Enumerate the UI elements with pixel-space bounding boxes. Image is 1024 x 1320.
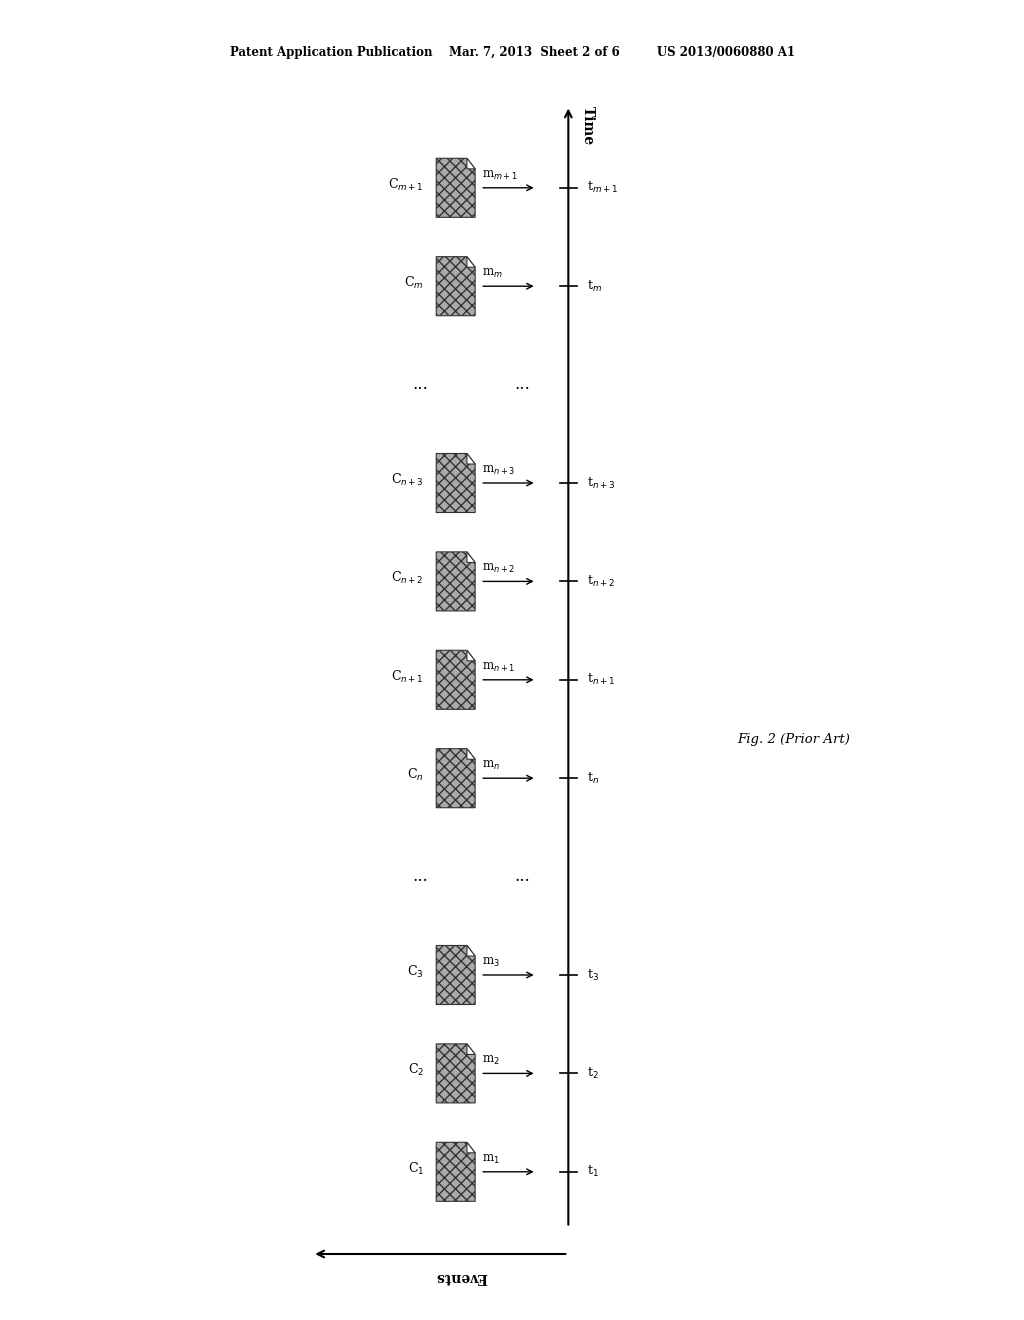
Text: C$_{n+2}$: C$_{n+2}$ [391, 570, 424, 586]
Text: C$_{m+1}$: C$_{m+1}$ [388, 177, 424, 193]
Text: t$_{n+1}$: t$_{n+1}$ [587, 672, 615, 688]
Text: t$_2$: t$_2$ [587, 1065, 598, 1081]
Polygon shape [436, 1142, 475, 1201]
Text: ...: ... [412, 869, 428, 886]
Text: ...: ... [412, 376, 428, 393]
Polygon shape [467, 256, 475, 267]
Polygon shape [436, 552, 475, 611]
Polygon shape [436, 158, 475, 218]
Text: ...: ... [514, 869, 530, 886]
Text: m$_n$: m$_n$ [482, 759, 501, 772]
Polygon shape [467, 552, 475, 562]
Polygon shape [436, 945, 475, 1005]
Text: t$_n$: t$_n$ [587, 771, 599, 785]
Polygon shape [467, 945, 475, 956]
Polygon shape [436, 748, 475, 808]
Polygon shape [436, 651, 475, 709]
Polygon shape [467, 748, 475, 759]
Text: m$_{n+3}$: m$_{n+3}$ [482, 465, 515, 477]
Text: Fig. 2 (Prior Art): Fig. 2 (Prior Art) [737, 733, 850, 746]
Polygon shape [436, 1044, 475, 1104]
Text: C$_2$: C$_2$ [408, 1063, 424, 1078]
Text: t$_{m+1}$: t$_{m+1}$ [587, 181, 617, 195]
Text: C$_1$: C$_1$ [408, 1160, 424, 1177]
Polygon shape [436, 454, 475, 512]
Polygon shape [467, 1142, 475, 1152]
Text: C$_m$: C$_m$ [404, 275, 424, 292]
Text: C$_n$: C$_n$ [408, 767, 424, 783]
Text: C$_3$: C$_3$ [408, 964, 424, 979]
Text: t$_{n+3}$: t$_{n+3}$ [587, 475, 615, 491]
Text: t$_3$: t$_3$ [587, 968, 599, 982]
Polygon shape [467, 1044, 475, 1055]
Text: Patent Application Publication    Mar. 7, 2013  Sheet 2 of 6         US 2013/006: Patent Application Publication Mar. 7, 2… [229, 46, 795, 59]
Text: t$_1$: t$_1$ [587, 1164, 599, 1179]
Text: C$_{n+3}$: C$_{n+3}$ [391, 473, 424, 488]
Polygon shape [467, 158, 475, 169]
Polygon shape [467, 651, 475, 661]
Text: t$_{n+2}$: t$_{n+2}$ [587, 574, 614, 589]
Text: C$_{n+1}$: C$_{n+1}$ [391, 669, 424, 685]
Text: t$_m$: t$_m$ [587, 279, 602, 294]
Text: m$_m$: m$_m$ [482, 267, 503, 280]
Text: Events: Events [435, 1270, 486, 1284]
Polygon shape [467, 454, 475, 465]
Text: m$_2$: m$_2$ [482, 1055, 500, 1068]
Text: m$_1$: m$_1$ [482, 1152, 500, 1166]
Text: Time: Time [581, 106, 595, 145]
Text: m$_{n+1}$: m$_{n+1}$ [482, 661, 515, 675]
Text: m$_{m+1}$: m$_{m+1}$ [482, 169, 518, 182]
Polygon shape [436, 256, 475, 315]
Text: ...: ... [514, 376, 530, 393]
Text: m$_3$: m$_3$ [482, 956, 500, 969]
Text: m$_{n+2}$: m$_{n+2}$ [482, 562, 515, 576]
